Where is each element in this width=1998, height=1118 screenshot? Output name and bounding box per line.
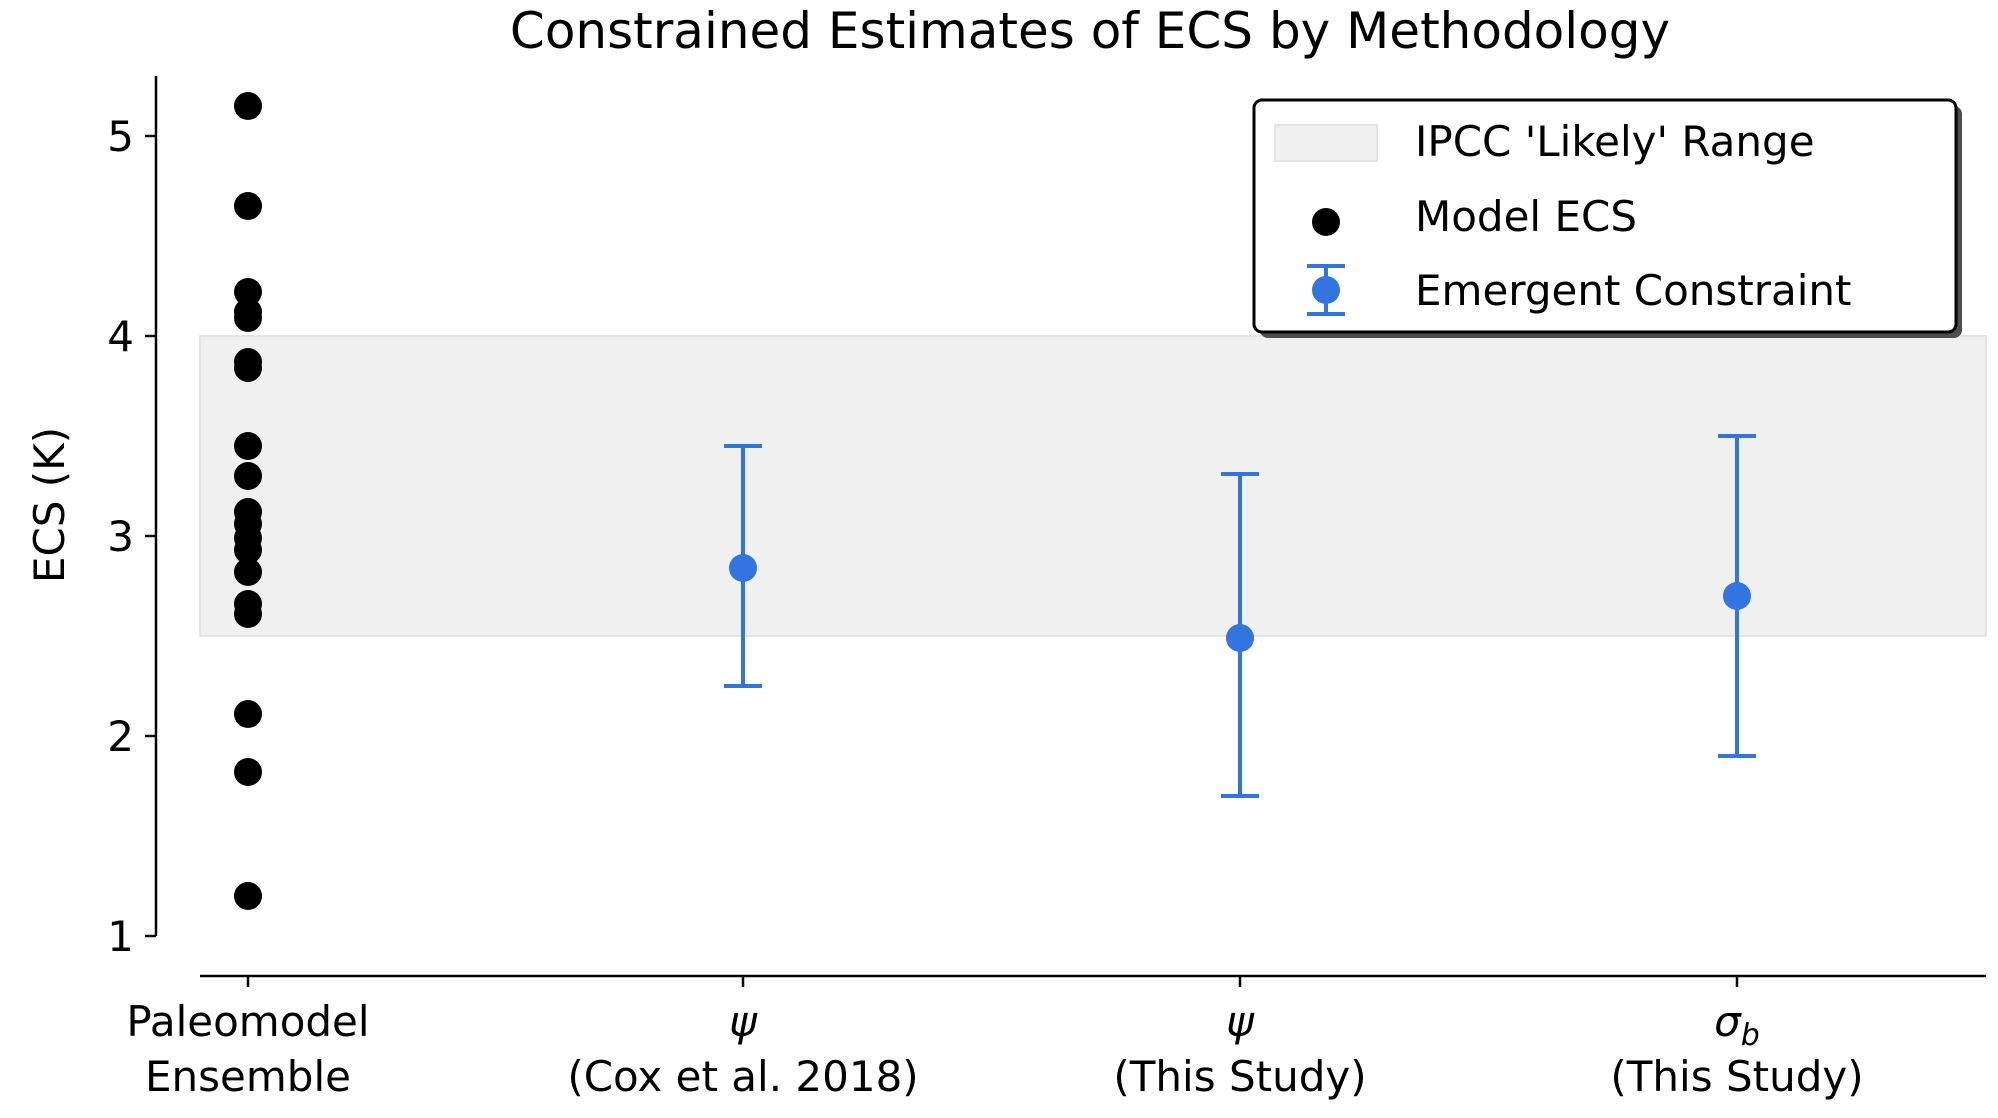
axes: 1 2 3 4 5 Paleomodel Ensemble ψ (Cox et al. 2018… (107, 76, 1986, 1101)
x-tick-sublabel: (This Study) (1113, 1052, 1366, 1101)
x-tick-label: ψ (729, 997, 758, 1046)
x-tick-label: σb (1714, 997, 1760, 1053)
likely-range-band (199, 335, 1987, 637)
model-ecs-point (234, 536, 262, 564)
model-ecs-point (234, 432, 262, 460)
model-ecs-point (234, 558, 262, 586)
model-ecs-point (234, 192, 262, 220)
y-tick-label: 1 (107, 912, 134, 961)
legend-emergent-constraint-marker (1307, 264, 1345, 316)
y-tick-label: 3 (107, 512, 134, 561)
x-tick-label: Paleomodel (126, 997, 369, 1046)
y-tick-label: 2 (107, 712, 134, 761)
legend-label-emergent-constraint: Emergent Constraint (1415, 266, 1852, 315)
emergent-constraint-point (729, 554, 757, 582)
legend-model-marker (1312, 208, 1340, 236)
legend-band-swatch (1274, 124, 1378, 162)
legend-frame (1252, 98, 1958, 334)
y-tick-label: 5 (107, 112, 134, 161)
likely-range-layer (199, 335, 1987, 637)
chart-title: Constrained Estimates of ECS by Methodol… (510, 2, 1670, 60)
model-ecs-point (234, 600, 262, 628)
emergent-constraint-point (1226, 624, 1254, 652)
x-tick-sublabel: Ensemble (145, 1052, 351, 1101)
model-ecs-point (234, 304, 262, 332)
x-tick-sublabel: (Cox et al. 2018) (567, 1052, 918, 1101)
model-ecs-point (234, 354, 262, 382)
model-ecs-point (234, 758, 262, 786)
emergent-constraint-point (1723, 582, 1751, 610)
y-axis-label: ECS (K) (25, 427, 74, 583)
model-ecs-point (234, 92, 262, 120)
data-layer (234, 92, 1756, 910)
x-tick-label: ψ (1226, 997, 1255, 1046)
x-tick-sublabel: (This Study) (1610, 1052, 1863, 1101)
model-ecs-point (234, 882, 262, 910)
y-tick-label: 4 (107, 312, 134, 361)
legend-label-model-ecs: Model ECS (1415, 192, 1637, 241)
legend-label-likely-range: IPCC 'Likely' Range (1415, 117, 1815, 166)
legend: IPCC 'Likely' Range Model ECS Emergent C… (1252, 98, 1962, 338)
model-ecs-point (234, 700, 262, 728)
model-ecs-point (234, 278, 262, 306)
model-ecs-point (234, 462, 262, 490)
